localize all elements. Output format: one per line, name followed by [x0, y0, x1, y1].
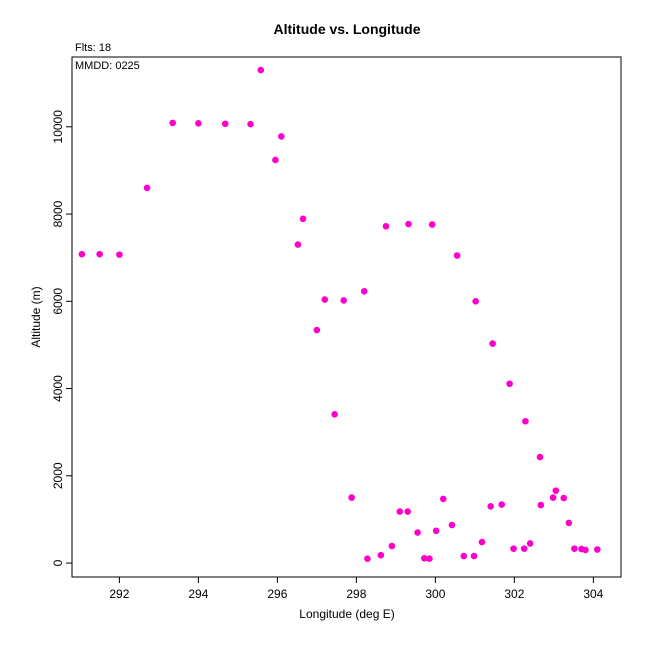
- data-point: [257, 66, 265, 74]
- data-point: [299, 215, 307, 223]
- y-tick-label: 2000: [51, 462, 65, 489]
- x-axis: 292 294 296 298 300 302 304: [109, 577, 604, 601]
- y-axis: 0 2000 4000 6000 8000 10000: [51, 110, 72, 566]
- data-point: [571, 545, 578, 552]
- data-point: [472, 297, 479, 305]
- data-point: [169, 119, 177, 127]
- data-point: [522, 417, 529, 425]
- plot-frame: [71, 56, 622, 578]
- data-point: [414, 529, 421, 536]
- data-point: [360, 287, 368, 295]
- data-point: [313, 326, 321, 334]
- y-tick-label: 4000: [51, 375, 65, 402]
- data-point: [272, 156, 279, 164]
- data-point: [96, 250, 103, 258]
- y-tick-label: 8000: [51, 200, 65, 227]
- data-point: [116, 251, 123, 258]
- data-point: [388, 542, 396, 550]
- data-point: [382, 222, 390, 230]
- data-point: [448, 521, 456, 529]
- x-axis-label: Longitude (deg E): [299, 607, 394, 621]
- data-points: [78, 66, 601, 562]
- data-point: [195, 120, 202, 127]
- data-point: [364, 555, 371, 562]
- data-point: [428, 221, 436, 228]
- data-point: [278, 133, 285, 140]
- data-point: [404, 508, 412, 515]
- data-point: [526, 540, 534, 547]
- data-point: [143, 184, 151, 192]
- y-tick-label: 10000: [51, 110, 65, 144]
- data-point: [348, 494, 355, 501]
- data-point: [432, 527, 440, 535]
- data-point: [426, 555, 433, 562]
- data-point: [565, 519, 573, 527]
- data-point: [247, 120, 254, 128]
- data-point: [536, 453, 544, 461]
- x-tick-label: 296: [267, 587, 287, 601]
- annotation-date: MMDD: 0225: [75, 60, 140, 72]
- data-point: [537, 501, 545, 509]
- data-point: [377, 551, 385, 559]
- data-point: [594, 546, 601, 553]
- x-tick-label: 294: [188, 587, 208, 601]
- data-point: [489, 340, 496, 347]
- data-point: [506, 380, 513, 388]
- data-point: [487, 503, 494, 510]
- data-point: [470, 552, 478, 560]
- data-point: [321, 296, 329, 303]
- data-point: [405, 220, 412, 228]
- data-point: [221, 120, 229, 128]
- chart-title: Altitude vs. Longitude: [274, 21, 421, 37]
- data-point: [478, 538, 486, 546]
- data-point: [560, 494, 568, 502]
- data-point: [396, 508, 404, 515]
- data-point: [439, 495, 447, 503]
- x-tick-label: 304: [583, 587, 603, 601]
- data-point: [510, 545, 517, 552]
- x-tick-label: 300: [425, 587, 445, 601]
- y-axis-label: Altitude (m): [29, 286, 43, 347]
- data-point: [340, 297, 348, 304]
- data-point: [331, 410, 338, 418]
- data-point: [78, 250, 86, 258]
- data-point: [421, 554, 428, 562]
- x-tick-label: 302: [504, 587, 524, 601]
- data-point: [582, 546, 589, 554]
- data-point: [460, 552, 468, 560]
- data-point: [453, 252, 461, 259]
- annotation-flights: Flts: 18: [75, 42, 111, 54]
- y-tick-label: 6000: [51, 288, 65, 315]
- data-point: [498, 501, 506, 508]
- x-tick-label: 292: [109, 587, 129, 601]
- y-tick-label: 0: [51, 559, 65, 566]
- data-point: [552, 487, 560, 494]
- data-point: [520, 545, 528, 552]
- data-point: [294, 241, 302, 248]
- x-tick-label: 298: [346, 587, 366, 601]
- data-point: [549, 494, 557, 501]
